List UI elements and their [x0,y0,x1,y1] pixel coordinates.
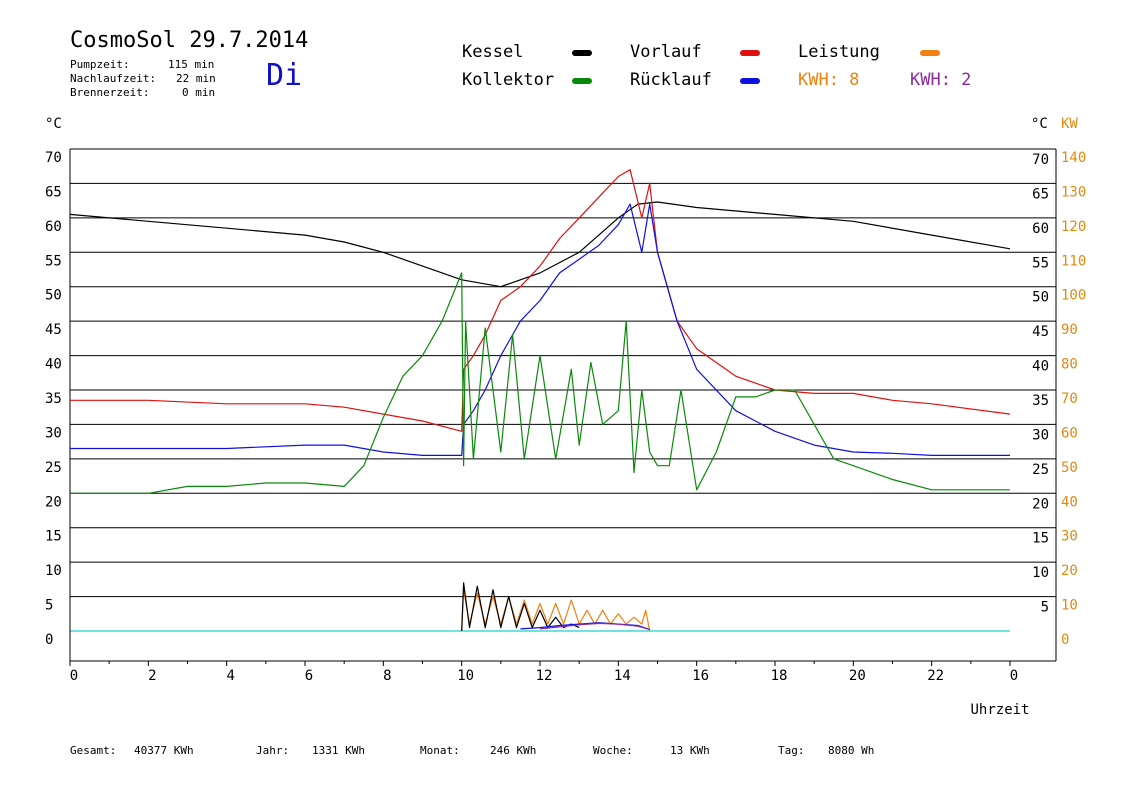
y-tick-label-left: 45 [45,322,62,338]
x-axis-label: Uhrzeit [970,702,1029,718]
legend-ruecklauf-swatch [740,78,760,84]
y-tick-label-right-temp: 15 [1032,531,1049,547]
y-tick-label-right-temp: 70 [1032,152,1049,168]
weekday-label: Di [266,58,303,93]
footer-gesamt-label: Gesamt: [70,744,117,757]
legend-ruecklauf-label: Rücklauf [630,70,712,90]
y-tick-label-left: 0 [45,632,53,648]
legend-vorlauf-swatch [740,50,760,56]
series-line-kwh2_power [539,622,650,631]
y-tick-label-right-temp: 40 [1032,359,1049,375]
legend-leistung-label: Leistung [798,42,880,62]
y-tick-label-right-kw: 100 [1061,288,1086,304]
y-tick-label-right-temp: 55 [1032,255,1049,271]
stat-brennerzeit-value: 0 min [182,86,216,99]
y-tick-label-right-temp: 30 [1032,427,1049,443]
y-tick-label-right-kw: 120 [1061,219,1086,235]
y-tick-label-left: 35 [45,391,62,407]
y-tick-label-right-kw: 20 [1061,563,1078,579]
y-tick-label-left: 65 [45,184,62,200]
x-tick-label: 6 [305,668,313,684]
y-tick-label-right-kw: 30 [1061,529,1078,545]
y-tick-label-right-kw: 10 [1061,598,1078,614]
x-tick-label: 10 [457,668,474,684]
footer-woche-value: 13 KWh [670,744,710,757]
y-tick-label-right-temp: 10 [1032,565,1049,581]
y-tick-label-right-kw: 90 [1061,322,1078,338]
y-tick-label-right-kw: 130 [1061,184,1086,200]
y-tick-label-right-kw: 140 [1061,150,1086,166]
x-tick-label: 8 [383,668,391,684]
y-tick-label-left: 55 [45,253,62,269]
x-tick-label: 4 [226,668,234,684]
legend-kollektor-label: Kollektor [462,70,555,90]
x-tick-label: 16 [692,668,709,684]
y-axis-label-kw: KW [1061,116,1078,132]
footer-jahr-value: 1331 KWh [312,744,365,757]
x-tick-label: 0 [1010,668,1018,684]
legend-kwh1-label: KWH: 8 [798,70,860,90]
series-line-kessel [69,201,1011,288]
y-tick-label-left: 70 [45,150,62,166]
legend-kollektor-swatch [572,78,592,84]
y-tick-label-left: 40 [45,357,62,373]
y-tick-label-left: 10 [45,563,62,579]
y-tick-label-right-temp: 20 [1032,496,1049,512]
x-tick-label: 18 [771,668,788,684]
footer-woche-label: Woche: [593,744,633,757]
stat-pumpzeit-value: 115 min [168,58,215,71]
y-tick-label-right-temp: 50 [1032,290,1049,306]
series-line-kessel_power [461,582,580,632]
y-tick-label-left: 5 [45,598,53,614]
legend-leistung-swatch [920,50,940,56]
y-tick-label-left: 30 [45,425,62,441]
footer-tag-label: Tag: [778,744,805,757]
y-tick-label-right-temp: 65 [1032,186,1049,202]
legend-kessel-swatch [572,50,592,56]
footer-monat-value: 246 KWh [490,744,537,757]
y-axis-label-right: °C [1031,116,1048,132]
y-tick-label-left: 60 [45,219,62,235]
series-line-ruecklauf [70,203,1010,456]
chart-title: CosmoSol 29.7.2014 [70,28,309,53]
y-tick-label-left: 20 [45,494,62,510]
y-tick-label-left: 50 [45,288,62,304]
stat-nachlaufzeit-label: Nachlaufzeit: [70,72,157,85]
stat-nachlaufzeit-value: 22 min [176,72,216,85]
x-tick-label: 0 [70,668,78,684]
footer-gesamt-value: 40377 KWh [134,744,194,757]
stat-brennerzeit-label: Brennerzeit: [70,86,150,99]
x-tick-label: 20 [849,668,866,684]
y-tick-label-right-kw: 40 [1061,494,1078,510]
x-tick-label: 2 [148,668,156,684]
y-tick-label-right-kw: 50 [1061,460,1078,476]
y-tick-label-left: 25 [45,460,62,476]
footer-tag-value: 8080 Wh [828,744,875,757]
y-tick-label-right-temp: 25 [1032,462,1049,478]
y-tick-label-right-kw: 110 [1061,253,1086,269]
legend-kessel-label: Kessel [462,42,524,62]
y-axis-label-left: °C [45,116,62,132]
footer-monat-label: Monat: [420,744,460,757]
y-tick-label-right-temp: 45 [1032,324,1049,340]
footer-jahr-label: Jahr: [256,744,290,757]
stat-pumpzeit-label: Pumpzeit: [70,58,130,71]
y-tick-label-right-kw: 60 [1061,425,1078,441]
legend-vorlauf-label: Vorlauf [630,42,702,62]
series-line-kollektor [70,272,1010,494]
y-tick-label-right-kw: 0 [1061,632,1069,648]
series-line-ruecklauf_power [520,622,650,631]
y-tick-label-left: 15 [45,529,62,545]
x-tick-label: 14 [614,668,631,684]
y-tick-label-right-temp: 5 [1041,600,1049,616]
x-tick-label: 12 [536,668,553,684]
y-tick-label-right-temp: 35 [1032,393,1049,409]
y-tick-label-right-kw: 80 [1061,357,1078,373]
x-tick-label: 22 [927,668,944,684]
y-tick-label-right-kw: 70 [1061,391,1078,407]
y-tick-label-right-temp: 60 [1032,221,1049,237]
legend-kwh2-label: KWH: 2 [910,70,972,90]
